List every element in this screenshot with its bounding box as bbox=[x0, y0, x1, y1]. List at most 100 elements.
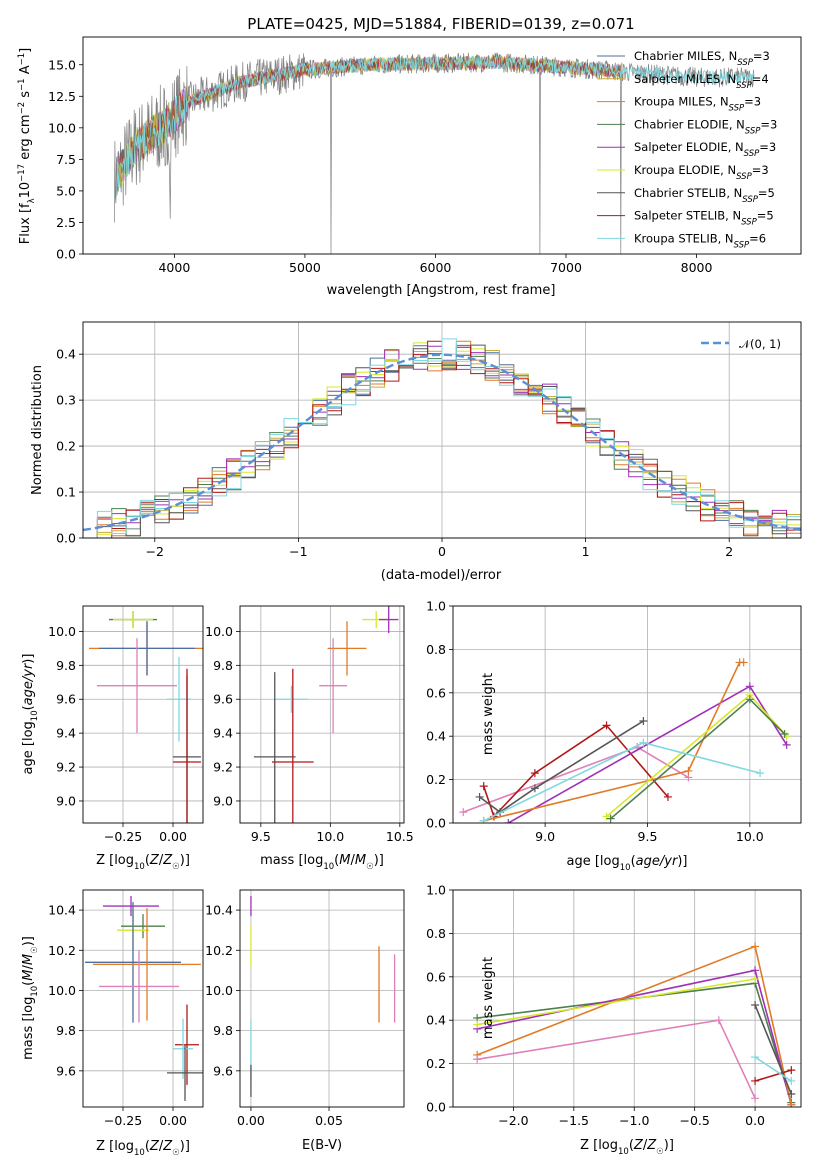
y-tick-label: 9.8 bbox=[56, 658, 76, 673]
y-tick-label: 0.0 bbox=[56, 531, 76, 546]
x-axis-label: age [log10(age/yr)] bbox=[567, 854, 688, 873]
marker bbox=[473, 1055, 482, 1064]
series-line bbox=[479, 720, 644, 814]
error-bar-point bbox=[167, 1044, 203, 1101]
marker bbox=[751, 1076, 760, 1085]
weight-series bbox=[473, 974, 760, 1029]
x-tick-label: 5000 bbox=[289, 260, 321, 275]
marker bbox=[751, 974, 760, 983]
marker bbox=[530, 784, 539, 793]
y-tick-label: 9.0 bbox=[213, 793, 233, 808]
weight-series bbox=[602, 690, 791, 821]
marker bbox=[606, 814, 615, 823]
marker bbox=[479, 782, 488, 791]
x-tick-label: 9.5 bbox=[251, 829, 271, 844]
x-tick-label: 10.5 bbox=[386, 829, 414, 844]
legend-label: Kroupa STELIB, NSSP=6 bbox=[634, 231, 766, 250]
axes-frame bbox=[82, 36, 802, 255]
marker bbox=[782, 740, 791, 749]
x-tick-label: −1.0 bbox=[619, 1113, 649, 1128]
y-tick-label: 9.6 bbox=[56, 692, 76, 707]
y-tick-label: 2.5 bbox=[56, 215, 76, 230]
model-spectrum bbox=[116, 54, 621, 196]
y-tick-label: 0.2 bbox=[426, 772, 446, 787]
y-tick-label: 9.6 bbox=[213, 692, 233, 707]
marker bbox=[787, 1089, 796, 1098]
y-tick-label: 10.0 bbox=[205, 983, 233, 998]
marker bbox=[787, 1066, 796, 1075]
plot-area bbox=[113, 51, 755, 254]
weight-series bbox=[473, 1016, 760, 1103]
legend-label: Chabrier MILES, NSSP=3 bbox=[634, 49, 770, 68]
x-tick-label: 9.0 bbox=[535, 829, 555, 844]
marker bbox=[751, 942, 760, 951]
x-axis-label: wavelength [Angstrom, rest frame] bbox=[327, 283, 556, 298]
weight-series bbox=[751, 1066, 796, 1085]
error-bar-point bbox=[271, 668, 314, 823]
panel-1: 4000 5000 6000 7000 8000 0.0 2.5 5.0 7.5 10.0 12.5… bbox=[48, 36, 802, 275]
axes-frame bbox=[452, 605, 802, 824]
y-tick-label: 1.0 bbox=[426, 883, 446, 898]
marker bbox=[684, 766, 693, 775]
error-bar-point bbox=[173, 668, 201, 823]
marker bbox=[639, 738, 648, 747]
legend-label: Chabrier ELODIE, NSSP=3 bbox=[634, 117, 777, 136]
x-tick-label: 9.5 bbox=[638, 829, 658, 844]
y-tick-label: 0.2 bbox=[56, 439, 76, 454]
model-spectrum bbox=[116, 54, 621, 196]
legend: 𝒩(0, 1) bbox=[701, 337, 781, 351]
marker bbox=[739, 658, 748, 667]
marker bbox=[751, 1053, 760, 1062]
error-bar-point bbox=[85, 902, 181, 1023]
legend-label: Chabrier STELIB, NSSP=5 bbox=[634, 186, 775, 205]
axes-frame bbox=[82, 321, 802, 539]
panel-7: 0.00 0.05 9.6 9.8 10.0 10.2 10.4 bbox=[205, 889, 405, 1128]
y-tick-label: 9.4 bbox=[56, 726, 76, 741]
legend-label: Salpeter STELIB, NSSP=5 bbox=[634, 209, 774, 228]
model-spectrum bbox=[116, 54, 621, 196]
y-tick-label: 9.0 bbox=[56, 793, 76, 808]
axes-frame bbox=[82, 889, 204, 1108]
chart-title: PLATE=0425, MJD=51884, FIBERID=0139, z=0… bbox=[247, 15, 634, 33]
y-tick-label: 15.0 bbox=[48, 57, 76, 72]
y-tick-label: 9.8 bbox=[213, 658, 233, 673]
y-tick-label: 10.0 bbox=[48, 120, 76, 135]
marker bbox=[787, 1076, 796, 1085]
legend-label: Kroupa MILES, NSSP=3 bbox=[634, 95, 761, 114]
error-bar-point bbox=[93, 908, 201, 1021]
panel-4: 9.5 10.0 10.5 9.0 9.2 9.4 9.6 9.8 10.0 bbox=[205, 605, 414, 844]
x-tick-label: 8000 bbox=[681, 260, 713, 275]
model-spectrum bbox=[116, 55, 621, 196]
marker bbox=[780, 730, 789, 739]
x-tick-label: 0.00 bbox=[159, 1113, 187, 1128]
y-axis-label: Normed distribution bbox=[30, 365, 45, 495]
plot-area bbox=[253, 606, 399, 823]
y-tick-label: 0.3 bbox=[56, 393, 76, 408]
marker bbox=[663, 792, 672, 801]
x-axis-label: (data-model)/error bbox=[381, 568, 502, 583]
marker bbox=[639, 717, 648, 726]
y-tick-label: 9.8 bbox=[213, 1023, 233, 1038]
marker bbox=[479, 816, 488, 823]
y-axis-label: mass [log10(M/M☉)] bbox=[21, 936, 40, 1060]
x-tick-label: −2 bbox=[146, 544, 164, 559]
marker bbox=[756, 769, 765, 778]
panel-3: −0.25 0.00 9.0 9.2 9.4 9.6 9.8 10.0 bbox=[48, 605, 204, 844]
error-bar-point bbox=[99, 621, 195, 676]
marker bbox=[504, 819, 513, 823]
y-tick-label: 0.4 bbox=[56, 347, 76, 362]
y-tick-label: 0.4 bbox=[426, 729, 446, 744]
axes-frame bbox=[452, 889, 802, 1108]
histogram-series bbox=[83, 338, 801, 538]
x-tick-label: −0.25 bbox=[104, 829, 142, 844]
series-line bbox=[754, 1004, 793, 1095]
model-spectrum bbox=[116, 54, 755, 196]
panel-2: −2 −1 0 1 2 0.0 0.1 0.2 0.3 0.4 𝒩(0, 1) bbox=[56, 321, 802, 559]
y-tick-label: 0.8 bbox=[426, 926, 446, 941]
marker bbox=[745, 695, 754, 704]
series-line bbox=[482, 724, 669, 819]
x-tick-label: 6000 bbox=[420, 260, 452, 275]
marker bbox=[745, 682, 754, 691]
y-tick-label: 10.0 bbox=[48, 624, 76, 639]
plot-area bbox=[85, 896, 203, 1101]
